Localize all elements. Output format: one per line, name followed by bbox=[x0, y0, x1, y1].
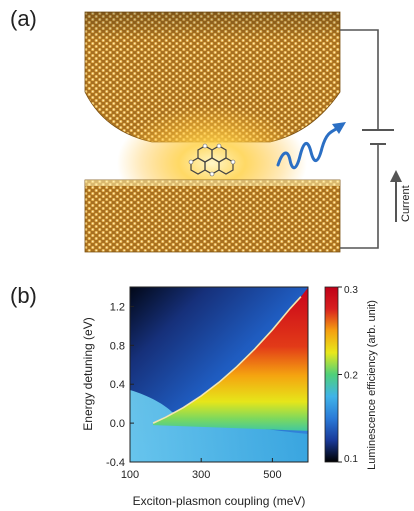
current-arrow-icon bbox=[390, 170, 402, 222]
y-tick-label: -0.4 bbox=[106, 457, 125, 469]
y-tick-label: 0.8 bbox=[110, 340, 125, 352]
panel-label-b: (b) bbox=[10, 283, 37, 308]
panel-b-heatmap-chart: 100 300 500 1.2 0.8 0.4 0.0 -0.4 Exciton-plasm… bbox=[81, 285, 378, 508]
colorbar-tick-label: 0.3 bbox=[344, 285, 358, 296]
photon-wave-icon bbox=[276, 126, 340, 170]
colorbar-ticks: 0.3 0.2 0.1 bbox=[338, 285, 358, 465]
colorbar-label: Luminescence efficiency (arb. unit) bbox=[366, 300, 378, 470]
y-axis-label: Energy detuning (eV) bbox=[81, 317, 95, 430]
x-tick-label: 300 bbox=[192, 469, 210, 481]
battery-icon bbox=[362, 129, 394, 145]
y-tick-label: 1.2 bbox=[110, 301, 125, 313]
colorbar bbox=[324, 286, 339, 463]
colorbar-tick-label: 0.2 bbox=[344, 371, 358, 382]
x-tick-label: 100 bbox=[121, 469, 139, 481]
y-axis: 1.2 0.8 0.4 0.0 -0.4 bbox=[106, 301, 134, 469]
current-label: Current bbox=[400, 185, 412, 222]
x-axis: 100 300 500 bbox=[121, 458, 282, 481]
y-tick-label: 0.4 bbox=[110, 379, 125, 391]
panel-a-schematic: Current bbox=[84, 11, 412, 253]
substrate-electrode bbox=[84, 179, 341, 253]
high-efficiency-region bbox=[153, 287, 308, 431]
boundary-curve bbox=[152, 296, 302, 424]
molecule bbox=[188, 143, 236, 177]
x-axis-label: Exciton-plasmon coupling (meV) bbox=[133, 494, 306, 508]
y-tick-label: 0.0 bbox=[110, 418, 125, 430]
plot-frame bbox=[129, 286, 309, 463]
x-tick-label: 500 bbox=[263, 469, 281, 481]
circuit bbox=[340, 29, 379, 249]
panel-label-a: (a) bbox=[10, 6, 37, 31]
colorbar-tick-label: 0.1 bbox=[344, 454, 358, 465]
